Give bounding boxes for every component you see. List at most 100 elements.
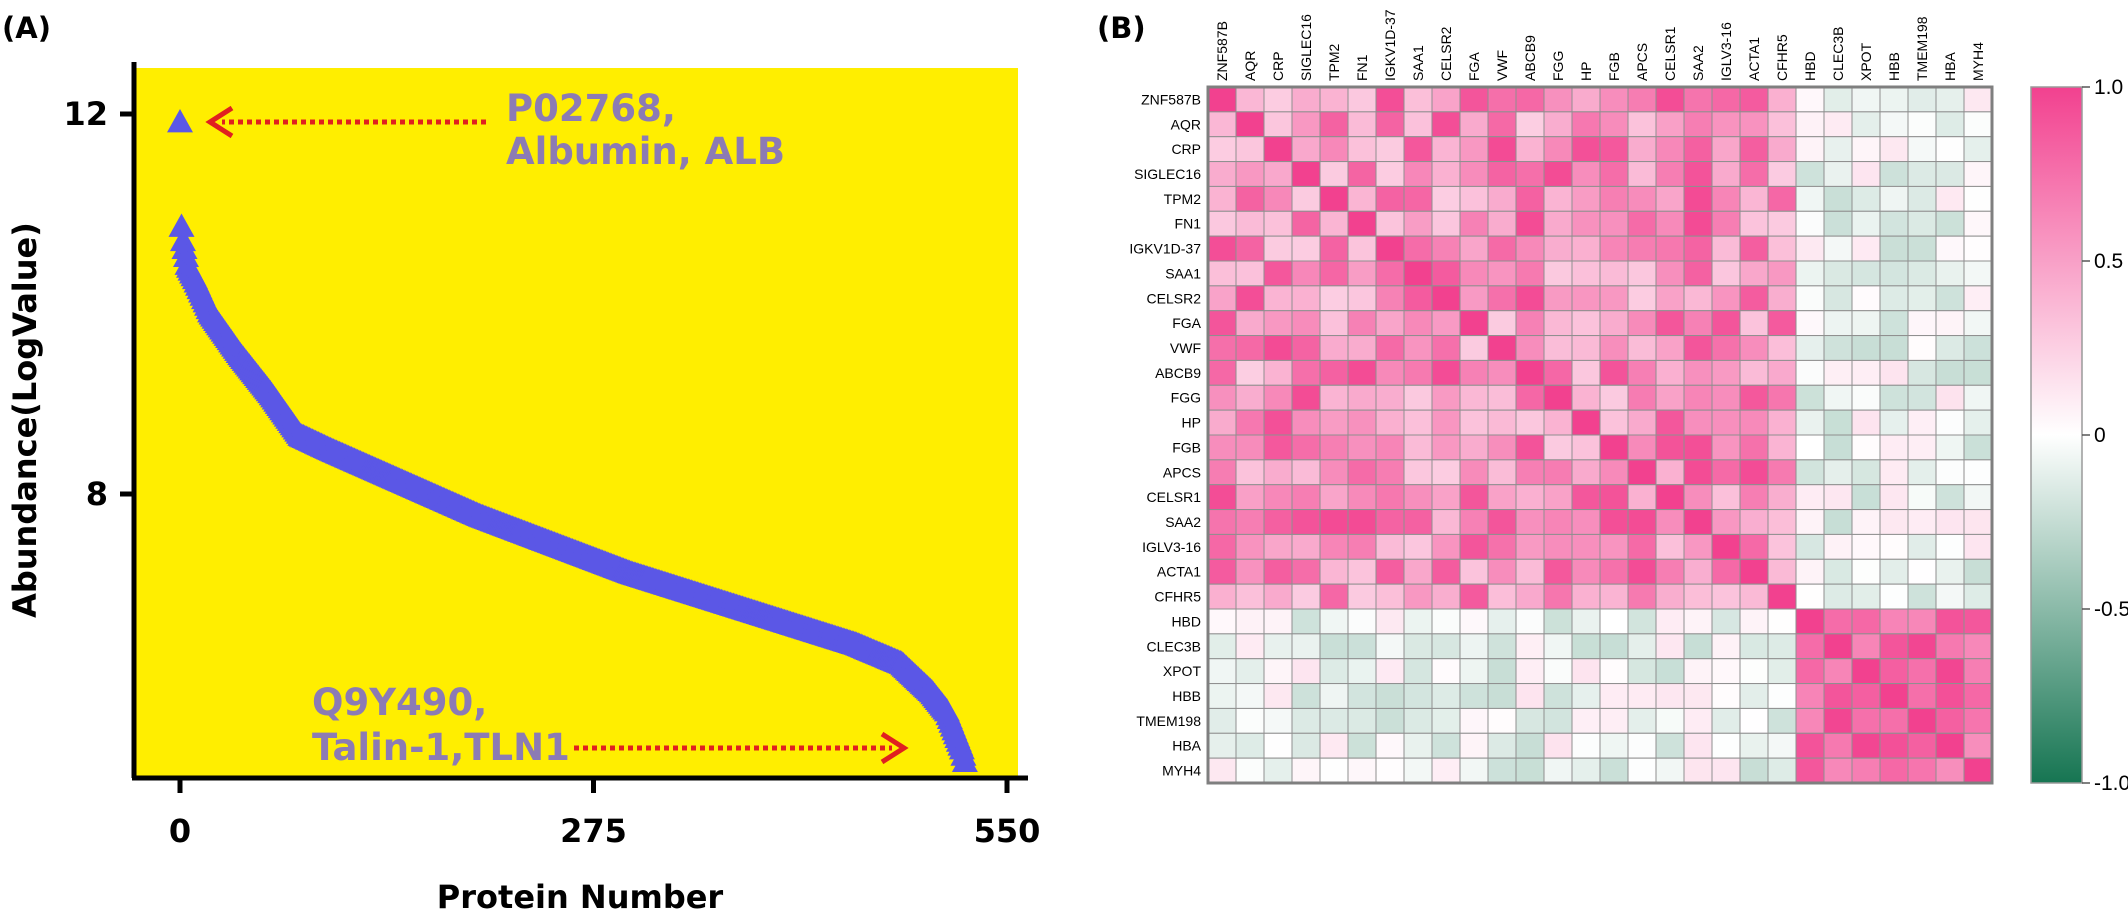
heatmap-cell [1627,136,1657,163]
heatmap-cell [1851,384,1881,411]
heatmap-cell [1571,608,1601,635]
heatmap-cell [1515,384,1545,411]
heatmap-cell [1515,210,1545,237]
talin-annotation: Q9Y490, Talin-1,TLN1 [312,681,909,769]
heatmap-cell [1403,509,1433,535]
heatmap-cell [1655,608,1685,635]
heatmap-cell [1739,185,1769,212]
heatmap-cell [1739,459,1769,486]
heatmap-cell [1655,658,1685,685]
heatmap-cell [1599,161,1629,187]
heatmap-cell [1739,161,1769,187]
heatmap-cell [1235,310,1265,337]
heatmap-cell [1459,235,1489,262]
heatmap-cell [1403,384,1433,411]
heatmap-cell [1375,409,1405,436]
heatmap-cell [1683,509,1713,535]
heatmap-cell [1515,136,1545,163]
heatmap-cell [1963,136,1993,163]
heatmap-cell [1235,260,1265,287]
heatmap-row-label: HBD [1171,613,1201,629]
heatmap-cell [1823,384,1853,411]
heatmap-column-label: HBA [1942,52,1958,81]
heatmap-cell [1627,459,1657,486]
heatmap-cell [1207,185,1237,212]
heatmap-cell [1851,335,1881,361]
heatmap-cell [1795,434,1825,461]
heatmap-cell [1935,310,1965,337]
colorbar-tick-label: 0.5 [2094,250,2123,273]
heatmap-cell [1935,111,1965,138]
heatmap-cell [1683,335,1713,361]
heatmap-cell [1627,161,1657,187]
heatmap-cell [1739,558,1769,585]
talin-arrow-head [880,731,909,765]
heatmap-cell [1487,384,1517,411]
heatmap-cell [1879,359,1909,386]
heatmap-cell [1795,210,1825,237]
heatmap-cell [1795,533,1825,560]
heatmap-cell [1515,434,1545,461]
heatmap-cell [1263,111,1293,138]
heatmap-cell [1431,558,1461,585]
heatmap-cell [1739,608,1769,635]
heatmap-cell [1711,509,1741,535]
heatmap-cell [1711,161,1741,187]
heatmap-cell [1599,185,1629,212]
heatmap-cell [1487,583,1517,610]
albumin-annotation-line-2: Albumin, ALB [506,130,785,173]
heatmap-cell [1711,210,1741,237]
heatmap-cell [1235,210,1265,237]
heatmap-cell [1935,732,1965,759]
heatmap-cell [1739,409,1769,436]
heatmap-cell [1935,683,1965,709]
heatmap-cell [1515,583,1545,610]
heatmap-cell [1879,161,1909,187]
heatmap-cell [1767,608,1797,635]
heatmap-cell [1907,658,1937,685]
heatmap-cell [1347,533,1377,560]
heatmap-cell [1319,335,1349,361]
heatmap-cell [1683,285,1713,312]
heatmap-cell [1711,558,1741,585]
heatmap-cell [1795,185,1825,212]
heatmap-cell [1571,235,1601,262]
heatmap-cell [1487,757,1517,784]
heatmap-cell [1767,484,1797,511]
heatmap-cell [1487,185,1517,212]
heatmap-cell [1683,260,1713,287]
y-axis-ticks: 8 12 [63,95,134,513]
heatmap-cell [1795,384,1825,411]
heatmap-cell [1795,683,1825,709]
heatmap-cell [1683,111,1713,138]
heatmap-cell [1935,285,1965,312]
heatmap-cell [1851,86,1881,113]
heatmap-cell [1907,235,1937,262]
heatmap-cell [1235,683,1265,709]
heatmap-cell [1487,633,1517,660]
heatmap-cell [1263,86,1293,113]
heatmap-cell [1487,434,1517,461]
heatmap-cell [1851,732,1881,759]
heatmap-cell [1431,434,1461,461]
heatmap-cell [1347,707,1377,734]
heatmap-cell [1851,210,1881,237]
heatmap-cell [1627,658,1657,685]
heatmap-cell [1207,384,1237,411]
heatmap-cell [1319,111,1349,138]
heatmap-cell [1515,111,1545,138]
heatmap-cell [1431,359,1461,386]
heatmap-cell [1907,111,1937,138]
heatmap-cell [1543,509,1573,535]
heatmap-cell [1851,459,1881,486]
heatmap-cell [1739,583,1769,610]
heatmap-column-label: ZNF587B [1214,21,1230,81]
heatmap-cell [1683,210,1713,237]
heatmap-cell [1795,285,1825,312]
x-tick-label: 550 [974,812,1041,850]
heatmap-cell [1739,359,1769,386]
heatmap-cell [1571,260,1601,287]
heatmap-cell [1403,608,1433,635]
heatmap-cell [1879,285,1909,312]
heatmap-column-label: HBD [1802,51,1818,81]
